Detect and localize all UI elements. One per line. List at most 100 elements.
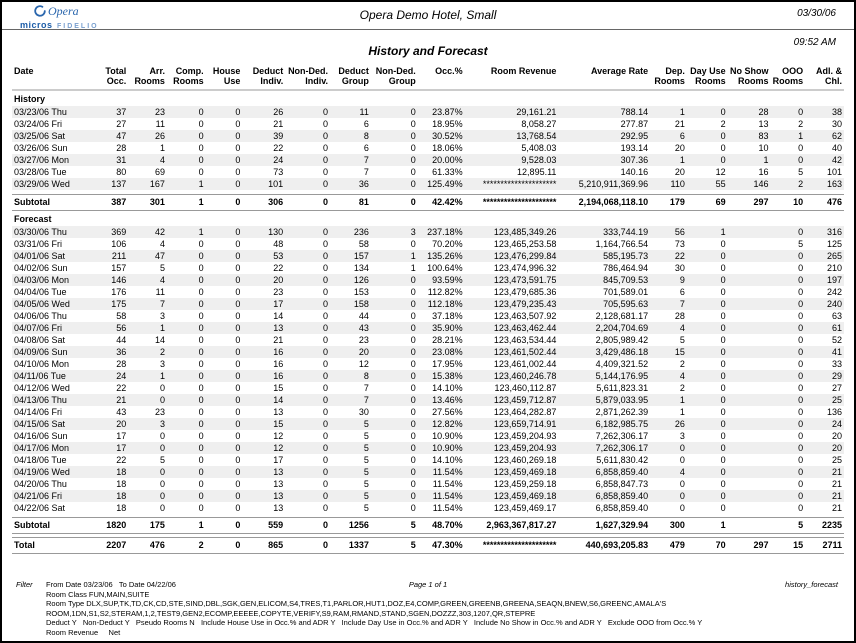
column-header-row: Date Total Occ. Arr. Rooms Comp. Rooms House…	[12, 64, 844, 90]
cell: 15	[770, 537, 806, 554]
cell: 0	[798, 250, 804, 261]
cell: 38	[831, 107, 842, 117]
filter-line: Room Type DLX,SUP,TK,TD,CK,CD,STE,SIND,D…	[46, 599, 667, 608]
cell: 1	[679, 107, 685, 117]
cell: 0	[798, 490, 804, 501]
cell: 1	[198, 226, 204, 237]
cell: 123,659,714.91	[493, 418, 557, 429]
page-header: Opera micros FIDELIO Opera Demo Hotel, S…	[2, 2, 854, 30]
cell: 0	[323, 238, 329, 249]
cell: 18.06%	[432, 143, 463, 153]
cell: 0	[235, 502, 241, 513]
cell: 0	[235, 131, 241, 141]
cell: 36	[358, 179, 369, 189]
cell: 130	[268, 226, 284, 237]
cell: 0	[410, 238, 416, 249]
cell: 8	[363, 370, 369, 381]
cell: 123,459,204.93	[493, 442, 557, 453]
cell: 0	[323, 262, 329, 273]
cell: 123,464,282.87	[493, 406, 557, 417]
cell: 369	[111, 226, 127, 237]
cell	[728, 238, 771, 250]
cell: 04/04/06 Tue	[14, 286, 67, 297]
cell: 123,485,349.26	[493, 226, 557, 237]
cell: 292.95	[620, 131, 649, 141]
cell: 2,194,068,118.10	[558, 193, 651, 211]
cell: 10	[758, 143, 769, 153]
cell: 17	[116, 442, 127, 453]
cell: 126	[353, 274, 369, 285]
cell: 242	[826, 286, 842, 297]
cell: 0	[235, 478, 241, 489]
spacer-row	[12, 190, 844, 194]
cell: 0	[798, 226, 804, 237]
cell: 17	[116, 430, 127, 441]
cell: 80	[116, 167, 127, 177]
cell: 2,128,681.17	[595, 310, 649, 321]
cell: 73	[674, 238, 685, 249]
cell: 0	[198, 334, 204, 345]
cell: 11	[359, 107, 369, 117]
cell: 5,408.03	[521, 143, 557, 153]
cell: 559	[242, 517, 286, 534]
cell: 0	[798, 382, 804, 393]
cell: 585,195.73	[603, 250, 649, 261]
cell: 30.52%	[432, 131, 463, 141]
cell: 11.54%	[432, 490, 463, 501]
table-row: 04/18/06 Tue 22 5 0 0 17 0 5 0 14.10% 123,460,269.…	[12, 454, 844, 466]
cell: 4	[679, 322, 685, 333]
cell: 23.08%	[432, 346, 463, 357]
cell: 123,459,259.18	[493, 478, 557, 489]
cell: 70	[686, 537, 728, 554]
cell: 3	[159, 310, 165, 321]
cell: 63	[831, 310, 842, 321]
cell: 5,611,823.31	[596, 382, 649, 393]
cell: 33	[831, 358, 842, 369]
cell: 0	[323, 418, 329, 429]
cell: 2,963,367,817.27	[464, 517, 559, 534]
cell: 13	[273, 466, 284, 477]
cell: 479	[650, 537, 687, 554]
cell: 1	[198, 179, 204, 189]
cell: 0	[198, 167, 204, 177]
cell: 123,460,246.78	[493, 370, 557, 381]
cell: 0	[235, 418, 241, 429]
cell: 0	[205, 193, 243, 211]
cell: 0	[198, 502, 204, 513]
cell: 0	[798, 394, 804, 405]
cell	[728, 394, 771, 406]
column-header: Non-Ded. Indiv.	[288, 66, 329, 86]
table-row: 03/29/06 Wed 137 167 1 0 101 0 36 0 125.49% ******…	[12, 178, 844, 190]
table-row: 03/23/06 Thu 37 23 0 0 26 0 11 0 23.87% 29,161.21 7…	[12, 106, 844, 118]
column-header: Non-Ded. Group	[375, 66, 416, 86]
cell: 0	[323, 490, 329, 501]
cell	[728, 502, 771, 514]
cell: 27	[116, 119, 127, 129]
cell: 0	[323, 107, 329, 117]
cell: 0	[798, 478, 804, 489]
cell: 25	[831, 394, 842, 405]
cell: 20	[674, 143, 685, 153]
table-row: 04/21/06 Fri 18 0 0 0 13 0 5 0 11.54% 123,459,469.…	[12, 489, 844, 502]
history-forecast-table: Date Total Occ. Arr. Rooms Comp. Rooms House…	[12, 64, 844, 554]
cell: 0	[720, 490, 726, 501]
cell: 0	[720, 346, 726, 357]
cell: 26	[674, 418, 685, 429]
cell: 333,744.19	[603, 226, 649, 237]
cell: 28	[674, 310, 685, 321]
table-row: 03/28/06 Tue 80 69 0 0 73 0 7 0 61.33% 12,895.11 14…	[12, 166, 844, 178]
cell: 12	[358, 358, 369, 369]
cell: 04/14/06 Fri	[14, 406, 63, 417]
table-row: 04/17/06 Mon 17 0 0 0 12 0 5 0 10.90% 123,459,204.…	[12, 441, 844, 454]
cell: 0	[720, 394, 726, 405]
cell: 26	[273, 107, 284, 117]
cell: 300	[650, 517, 687, 534]
cell: 10.90%	[432, 442, 463, 453]
cell: 1	[679, 406, 685, 417]
cell: 306	[242, 193, 286, 211]
cell: 3,429,486.18	[595, 346, 649, 357]
cell: 21	[674, 119, 685, 129]
cell: 0	[410, 131, 416, 141]
cell: 7	[363, 155, 369, 165]
cell: 04/06/06 Thu	[14, 310, 67, 321]
